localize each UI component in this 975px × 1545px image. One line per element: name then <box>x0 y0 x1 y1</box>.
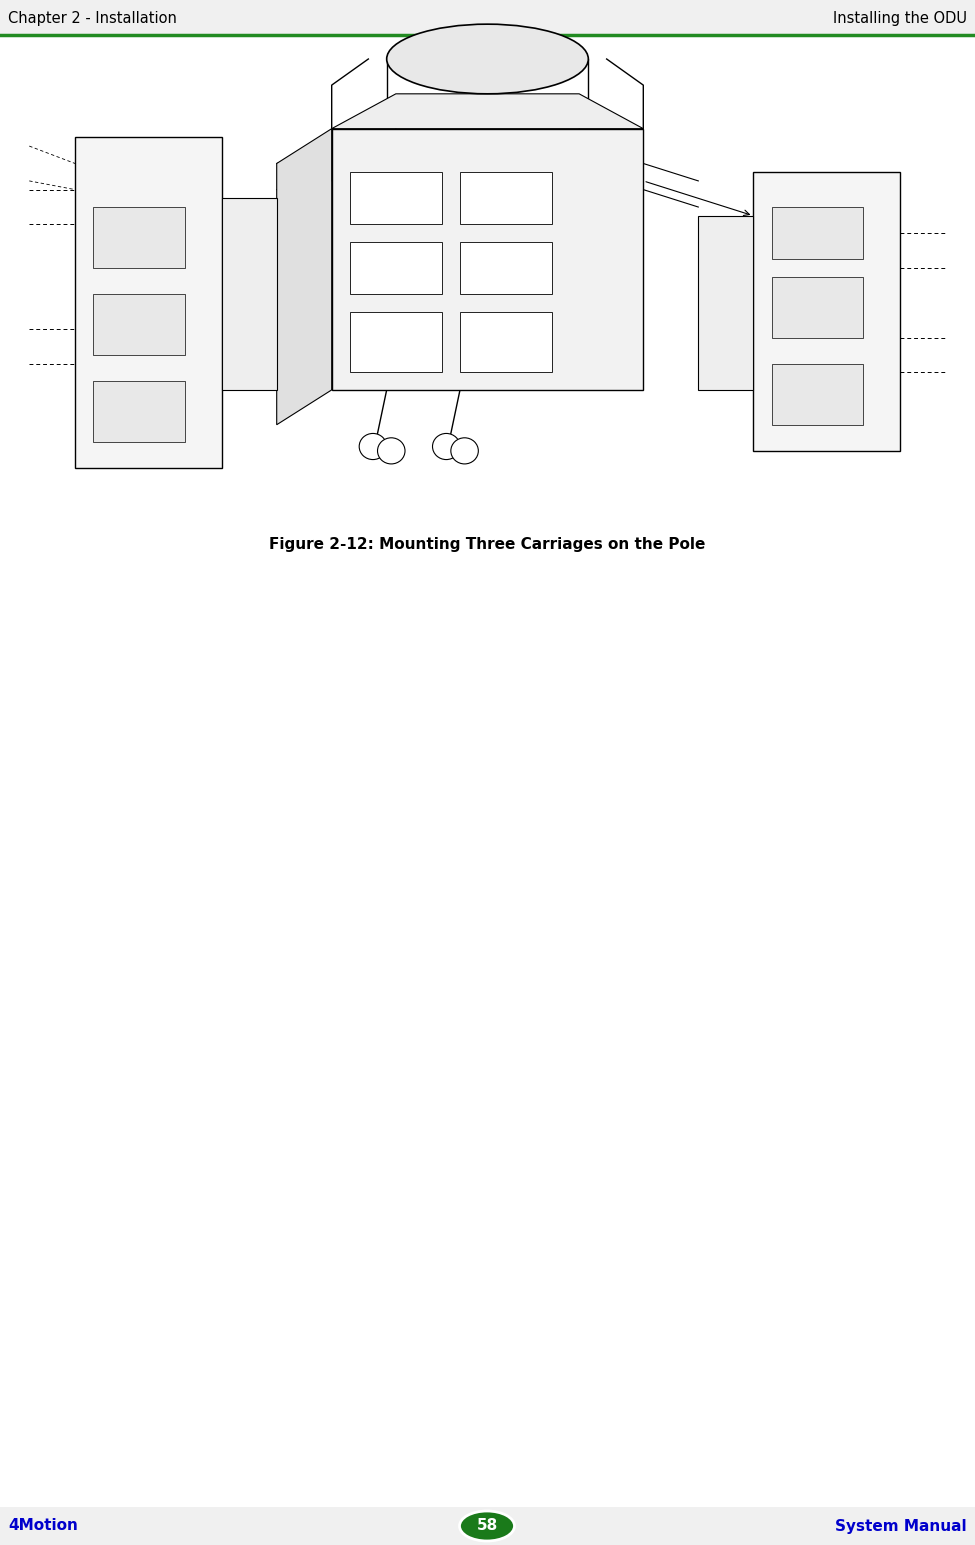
Text: 4Motion: 4Motion <box>8 1519 78 1534</box>
Bar <box>94 294 185 355</box>
Bar <box>75 138 221 468</box>
Bar <box>94 382 185 442</box>
Ellipse shape <box>459 1511 515 1540</box>
Text: Figure 2-12: Mounting Three Carriages on the Pole: Figure 2-12: Mounting Three Carriages on… <box>269 538 705 553</box>
Bar <box>332 128 644 389</box>
Circle shape <box>377 437 405 464</box>
Bar <box>94 207 185 267</box>
Bar <box>350 243 442 294</box>
Polygon shape <box>332 94 644 128</box>
FancyBboxPatch shape <box>0 0 975 36</box>
Circle shape <box>450 437 479 464</box>
Text: Chapter 2 - Installation: Chapter 2 - Installation <box>8 11 176 26</box>
Bar <box>754 171 900 451</box>
Text: 58: 58 <box>477 1519 497 1534</box>
Ellipse shape <box>387 25 588 94</box>
Bar <box>221 198 277 389</box>
Bar <box>460 312 552 372</box>
FancyBboxPatch shape <box>0 1506 975 1545</box>
Bar <box>350 312 442 372</box>
Bar <box>771 277 863 338</box>
Text: Installing the ODU: Installing the ODU <box>833 11 967 26</box>
Bar <box>771 363 863 425</box>
Bar <box>350 171 442 224</box>
Bar <box>698 216 754 389</box>
Bar <box>460 243 552 294</box>
Text: System Manual: System Manual <box>836 1519 967 1534</box>
Circle shape <box>433 434 460 459</box>
Circle shape <box>359 434 387 459</box>
Polygon shape <box>277 128 332 425</box>
Bar <box>460 171 552 224</box>
Bar <box>771 207 863 260</box>
